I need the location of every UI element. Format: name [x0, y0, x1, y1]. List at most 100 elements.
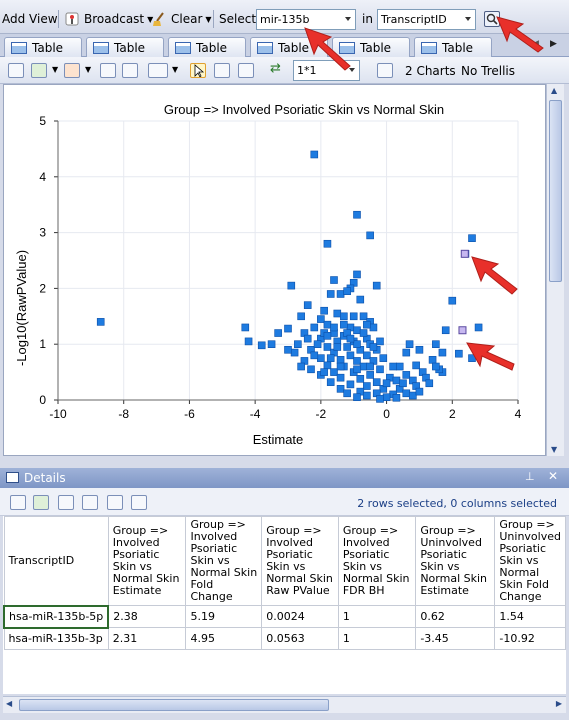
- data-point[interactable]: [267, 340, 276, 348]
- data-point[interactable]: [303, 334, 312, 343]
- scroll-down-icon[interactable]: ▼: [551, 445, 558, 454]
- table-cell[interactable]: -10.92: [494, 627, 566, 650]
- data-point[interactable]: [409, 391, 417, 400]
- table-cell[interactable]: 4.95: [185, 627, 263, 650]
- data-point[interactable]: [432, 362, 440, 371]
- data-point[interactable]: [284, 345, 292, 354]
- data-point[interactable]: [241, 323, 250, 332]
- data-point[interactable]: [244, 337, 253, 346]
- data-point[interactable]: [415, 387, 424, 396]
- table-cell[interactable]: 0.0024: [261, 605, 339, 628]
- selected-data-point[interactable]: [458, 326, 467, 335]
- column-header[interactable]: Group => Uninvolved Psoriatic Skin vs No…: [494, 516, 566, 606]
- chevron-down-icon[interactable]: ▼: [52, 65, 59, 74]
- data-point[interactable]: [284, 324, 292, 333]
- data-point[interactable]: [356, 374, 365, 383]
- data-point[interactable]: [343, 343, 351, 351]
- data-point[interactable]: [468, 234, 476, 242]
- data-point[interactable]: [323, 332, 332, 340]
- table-row[interactable]: hsa-miR-135b-5p 2.38 5.19 0.0024 1 0.62 …: [3, 604, 566, 629]
- data-point[interactable]: [376, 365, 384, 374]
- data-point[interactable]: [353, 340, 361, 348]
- data-point[interactable]: [257, 341, 266, 350]
- data-point[interactable]: [363, 382, 371, 390]
- data-point[interactable]: [310, 351, 319, 360]
- data-point[interactable]: [336, 385, 345, 393]
- data-point[interactable]: [353, 365, 361, 374]
- close-icon[interactable]: ✕: [548, 469, 559, 483]
- tab-table-1[interactable]: Table: [4, 37, 82, 57]
- data-point[interactable]: [448, 296, 457, 305]
- chevron-down-icon[interactable]: [465, 17, 471, 21]
- table-cell[interactable]: 0.0563: [261, 627, 339, 650]
- data-point[interactable]: [336, 373, 345, 382]
- data-point[interactable]: [402, 348, 411, 357]
- data-point[interactable]: [317, 315, 325, 323]
- data-point[interactable]: [359, 312, 368, 321]
- data-point[interactable]: [438, 348, 447, 357]
- data-point[interactable]: [330, 323, 338, 332]
- layout-icon[interactable]: [377, 63, 393, 78]
- table-cell[interactable]: 1.54: [494, 605, 566, 628]
- column-header[interactable]: TranscriptID: [3, 516, 109, 606]
- copy-image-icon[interactable]: [107, 495, 123, 510]
- data-point[interactable]: [353, 357, 361, 365]
- data-point[interactable]: [346, 380, 355, 389]
- data-point[interactable]: [363, 391, 371, 400]
- excel-export-icon[interactable]: [31, 63, 47, 78]
- data-point[interactable]: [366, 362, 374, 371]
- trellis-button[interactable]: No Trellis: [461, 64, 516, 78]
- refresh-icon[interactable]: ⇄: [270, 61, 281, 76]
- column-header[interactable]: Group => Involved Psoriatic Skin vs Norm…: [261, 516, 339, 606]
- copy-image-icon[interactable]: [122, 63, 138, 78]
- select-mode-icon[interactable]: [8, 63, 24, 78]
- data-point[interactable]: [330, 276, 338, 284]
- fit-icon[interactable]: [131, 495, 147, 510]
- chevron-down-icon[interactable]: ▼: [172, 65, 179, 74]
- column-header[interactable]: Group => Involved Psoriatic Skin vs Norm…: [107, 516, 187, 606]
- column-header[interactable]: Group => Involved Psoriatic Skin vs Norm…: [337, 516, 417, 606]
- data-point[interactable]: [455, 349, 463, 358]
- tab-table-2[interactable]: Table: [86, 37, 164, 57]
- grid-horizontal-scrollbar[interactable]: ◀ ▶: [3, 696, 566, 713]
- data-point[interactable]: [340, 312, 348, 321]
- table-cell[interactable]: hsa-miR-135b-5p: [3, 604, 110, 629]
- find-icon[interactable]: [484, 11, 500, 27]
- table-cell[interactable]: 0.62: [415, 605, 496, 628]
- data-point[interactable]: [320, 368, 328, 376]
- data-point[interactable]: [353, 210, 361, 219]
- data-point[interactable]: [412, 361, 420, 370]
- data-point[interactable]: [326, 290, 335, 298]
- data-point[interactable]: [399, 379, 407, 388]
- table-cell[interactable]: 1: [337, 605, 417, 628]
- data-point[interactable]: [349, 312, 358, 321]
- details-grid[interactable]: TranscriptID Group => Involved Psoriatic…: [3, 516, 566, 694]
- data-point[interactable]: [389, 362, 397, 371]
- column-header[interactable]: Group => Involved Psoriatic Skin vs Norm…: [185, 516, 263, 606]
- data-point[interactable]: [274, 329, 282, 337]
- pointer-icon[interactable]: [190, 63, 206, 78]
- chevron-down-icon[interactable]: ▼: [85, 65, 92, 74]
- tab-table-3[interactable]: Table: [168, 37, 246, 57]
- data-point[interactable]: [294, 340, 302, 348]
- data-point[interactable]: [372, 378, 381, 386]
- data-point[interactable]: [441, 326, 450, 335]
- data-point[interactable]: [287, 281, 296, 290]
- chart-vertical-scrollbar[interactable]: ▲ ▼: [546, 84, 564, 456]
- data-point[interactable]: [359, 329, 368, 337]
- data-point[interactable]: [474, 323, 483, 332]
- data-point[interactable]: [346, 334, 355, 343]
- data-point[interactable]: [343, 287, 351, 295]
- data-point[interactable]: [353, 270, 361, 279]
- copy-icon[interactable]: [100, 63, 116, 78]
- data-point[interactable]: [376, 395, 384, 403]
- data-point[interactable]: [323, 343, 332, 351]
- scroll-thumb[interactable]: [549, 100, 562, 282]
- table-cell[interactable]: hsa-miR-135b-3p: [3, 627, 109, 650]
- copy-icon[interactable]: [82, 495, 98, 510]
- data-point[interactable]: [379, 354, 388, 362]
- data-point[interactable]: [356, 295, 365, 304]
- data-point[interactable]: [402, 371, 411, 379]
- data-point[interactable]: [363, 320, 371, 329]
- save-icon[interactable]: [58, 495, 74, 510]
